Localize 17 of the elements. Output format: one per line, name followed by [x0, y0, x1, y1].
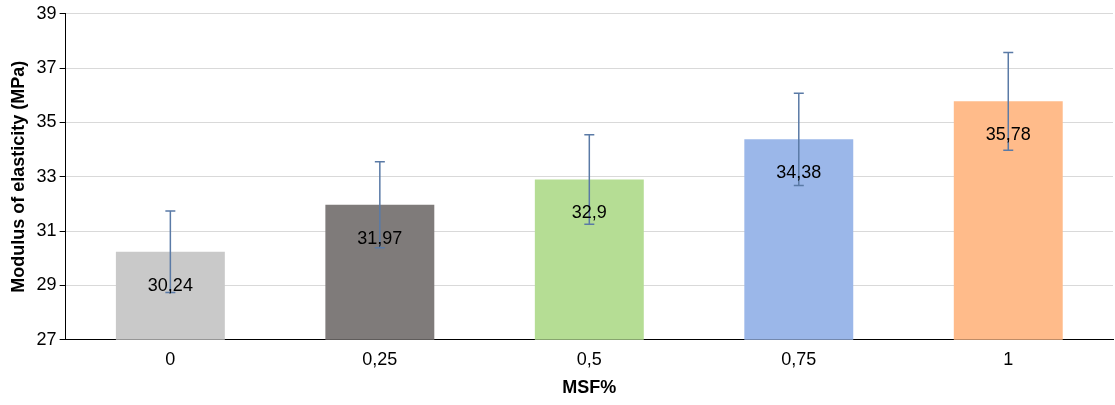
data-label: 31,97: [357, 227, 403, 248]
x-tick-label: 0,75: [781, 348, 817, 369]
x-axis-title: MSF%: [562, 377, 617, 398]
y-tick-label: 33: [36, 165, 57, 186]
y-axis-title: Modulus of elasticity (MPa): [7, 60, 28, 293]
data-label: 32,9: [571, 202, 607, 223]
data-label: 34,38: [776, 162, 822, 183]
x-tick-label: 0: [165, 348, 176, 369]
y-tick-label: 39: [36, 2, 57, 23]
y-tick-label: 31: [36, 220, 57, 241]
x-tick-label: 0,5: [576, 348, 602, 369]
x-tick-label: 1: [1003, 348, 1014, 369]
y-tick-label: 37: [36, 57, 57, 78]
y-tick-label: 29: [36, 274, 57, 295]
x-tick-label: 0,25: [362, 348, 398, 369]
y-tick-label: 27: [36, 328, 57, 349]
y-tick-label: 35: [36, 111, 57, 132]
